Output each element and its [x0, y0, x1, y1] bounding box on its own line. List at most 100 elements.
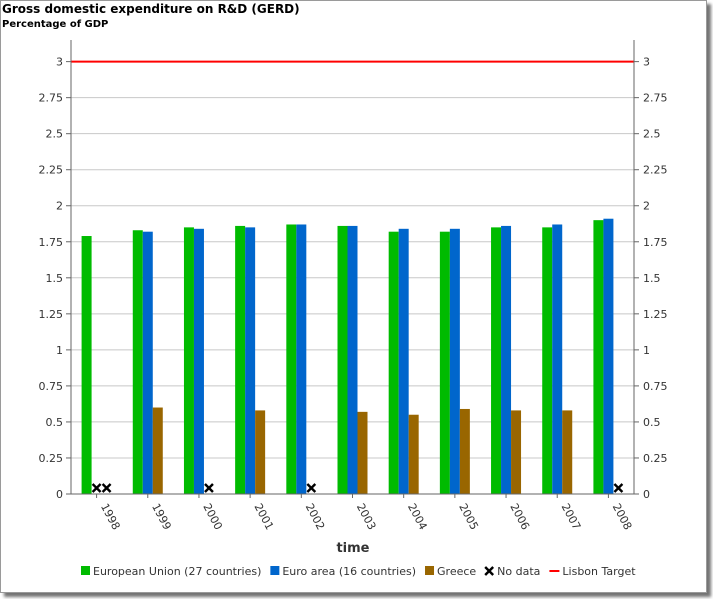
bar	[449, 228, 460, 495]
bar	[235, 225, 246, 494]
y-tick-label: 1.5	[46, 272, 64, 285]
legend-label: European Union (27 countries)	[93, 565, 261, 578]
y-tick-label: 2.25	[39, 164, 64, 177]
bar	[439, 231, 450, 494]
legend-item: No data	[484, 565, 540, 578]
bars	[81, 218, 614, 495]
x-tick-label: 2003	[354, 501, 379, 532]
no-data-stroke	[91, 483, 102, 493]
y-tick-label: 0	[643, 488, 650, 501]
bar	[398, 228, 409, 495]
legend-swatch	[425, 566, 435, 575]
no-data-stroke	[306, 483, 317, 493]
legend-swatch	[81, 566, 90, 575]
bar	[603, 218, 614, 494]
no-data-marker	[306, 483, 317, 493]
x-tick-label: 2000	[200, 501, 225, 532]
y-tick-label: 1.75	[39, 236, 64, 249]
bar	[459, 408, 470, 494]
axes	[66, 40, 639, 498]
x-tick-label: 2008	[610, 501, 635, 532]
y-tick-label: 3	[643, 56, 650, 69]
y-tick-label: 2.75	[643, 92, 668, 105]
no-data-swatch	[484, 566, 495, 576]
legend-item: Greece	[425, 565, 476, 578]
y-tick-label: 0.5	[643, 416, 661, 429]
bar	[132, 230, 143, 494]
bar	[552, 224, 563, 494]
no-data-marker	[204, 483, 214, 493]
bar	[593, 220, 604, 494]
bar	[255, 410, 266, 494]
no-data-marker	[91, 483, 102, 493]
bar	[245, 227, 256, 494]
y-axis-left-labels: 0 0.25 0.5 0.75 1 1.25 1.5 1.75 2 2.25 2.5 2.75 3	[39, 56, 64, 501]
y-tick-label: 1.75	[643, 236, 668, 249]
legend-label: Euro area (16 countries)	[282, 565, 416, 578]
bar	[152, 407, 163, 494]
bar	[501, 225, 512, 494]
bar	[511, 410, 522, 494]
bar	[347, 225, 358, 494]
no-data-stroke	[204, 483, 214, 493]
y-tick-label: 0.25	[643, 452, 668, 465]
x-tick-label: 2007	[559, 501, 584, 532]
legend: European Union (27 countries) Euro area (…	[81, 565, 636, 578]
y-tick-label: 1.25	[39, 308, 64, 321]
x-tick-label: 2002	[303, 501, 328, 532]
y-tick-label: 2.25	[643, 164, 668, 177]
bar	[542, 227, 553, 494]
y-tick-label: 0	[56, 488, 63, 501]
y-tick-label: 1.25	[643, 308, 668, 321]
bar	[296, 224, 307, 494]
bar	[142, 231, 153, 494]
y-axis-right-labels: 0 0.25 0.5 0.75 1 1.25 1.5 1.75 2 2.25 2.5 2.75 3	[643, 56, 668, 501]
bar	[408, 414, 419, 494]
bar	[286, 224, 297, 494]
chart-subtitle: Percentage of GDP	[2, 19, 109, 30]
chart-title: Gross domestic expenditure on R&D (GERD)	[2, 2, 300, 16]
x-tick-label: 2005	[456, 501, 481, 532]
no-data-marker	[101, 483, 112, 493]
legend-label: Greece	[437, 565, 476, 578]
bar	[81, 236, 92, 494]
bar	[562, 410, 573, 494]
x-tick-label: 2004	[405, 501, 430, 532]
x-axis-labels: 1998 1999 2000 2001 2002 2003 2004 2005 2006 2007…	[98, 501, 634, 532]
y-tick-label: 0.75	[39, 380, 64, 393]
no-data-marker	[613, 483, 624, 493]
no-data-markers	[91, 483, 624, 493]
x-tick-label: 2006	[507, 501, 532, 532]
legend-label: No data	[497, 565, 540, 578]
y-tick-label: 0.5	[46, 416, 64, 429]
y-tick-label: 0.75	[643, 380, 668, 393]
bar	[357, 411, 368, 494]
y-tick-label: 2.75	[39, 92, 64, 105]
bar	[388, 231, 399, 494]
legend-swatch	[270, 566, 280, 575]
y-tick-label: 0.25	[39, 452, 64, 465]
x-tick-label: 1998	[98, 501, 123, 532]
bar	[193, 228, 204, 495]
legend-item: European Union (27 countries)	[81, 565, 261, 578]
y-tick-label: 1	[56, 344, 63, 357]
legend-item: Lisbon Target	[549, 565, 636, 578]
y-tick-label: 3	[56, 56, 63, 69]
legend-item: Euro area (16 countries)	[270, 565, 416, 578]
y-tick-label: 2.5	[643, 128, 661, 141]
y-tick-label: 2	[56, 200, 63, 213]
no-data-stroke	[613, 483, 624, 493]
bar	[183, 227, 194, 494]
x-axis-title: time	[336, 541, 369, 556]
x-tick-label: 1999	[149, 501, 174, 532]
y-tick-label: 1	[643, 344, 650, 357]
bar	[491, 227, 502, 494]
y-tick-label: 2	[643, 200, 650, 213]
no-data-stroke	[101, 483, 112, 493]
legend-label: Lisbon Target	[562, 565, 636, 578]
y-tick-label: 1.5	[643, 272, 661, 285]
y-tick-label: 2.5	[46, 128, 64, 141]
x-tick-label: 2001	[251, 501, 276, 532]
bar	[337, 225, 348, 494]
